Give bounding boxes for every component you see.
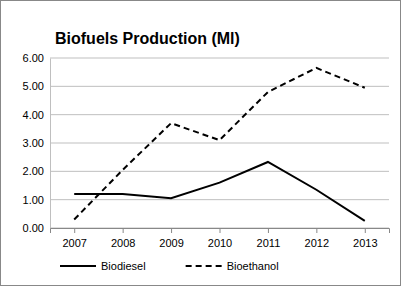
grid-line	[50, 143, 389, 144]
y-tick-label: 5.00	[23, 80, 44, 92]
legend-item: Biodiesel	[60, 260, 146, 272]
x-tick: 2011	[257, 228, 281, 249]
x-tick-mark	[365, 228, 366, 233]
y-tick: 4.00	[23, 109, 50, 121]
y-tick: 5.00	[23, 80, 50, 92]
x-tick-mark	[123, 228, 124, 233]
legend-swatch	[186, 265, 222, 267]
y-axis: 0.00 1.00 2.00 3.00 4.00 5.00 6.00	[23, 52, 51, 234]
legend-swatch	[60, 265, 96, 267]
x-tick-label: 2008	[111, 237, 135, 249]
x-tick-label: 2013	[353, 237, 377, 249]
y-tick: 0.00	[23, 222, 50, 234]
y-tick: 3.00	[23, 137, 50, 149]
x-tick-label: 2009	[159, 237, 183, 249]
x-tick-label: 2007	[62, 237, 86, 249]
x-tick-mark	[220, 228, 221, 233]
y-tick: 1.00	[23, 194, 50, 206]
y-axis-line	[50, 59, 51, 229]
x-tick-label: 2011	[257, 237, 281, 249]
x-tick-mark	[268, 228, 269, 233]
y-tick-label: 6.00	[23, 52, 44, 64]
series-group	[74, 68, 365, 221]
series-line	[74, 162, 365, 221]
y-tick: 2.00	[23, 165, 50, 177]
x-axis-line	[51, 229, 390, 234]
y-tick-label: 4.00	[23, 109, 44, 121]
y-tick: 6.00	[23, 52, 50, 64]
x-tick-mark	[171, 228, 172, 233]
x-tick-mark	[74, 228, 75, 233]
series-line	[74, 68, 365, 220]
x-tick: 2012	[305, 228, 329, 249]
grid-line	[50, 58, 389, 59]
legend-label: Biodiesel	[101, 260, 146, 272]
x-tick: 2009	[159, 228, 183, 249]
x-tick: 2007	[62, 228, 86, 249]
y-tick-label: 1.00	[23, 194, 44, 206]
legend-label: Bioethanol	[227, 260, 279, 272]
grid	[50, 58, 389, 228]
y-tick-label: 3.00	[23, 137, 44, 149]
x-tick: 2008	[111, 228, 135, 249]
title: Biofuels Production (Ml)	[55, 30, 240, 47]
x-tick-label: 2010	[208, 237, 232, 249]
chart: Biofuels Production (Ml) 0.00 1.00 2.00 3.00…	[0, 0, 401, 286]
y-tick-label: 2.00	[23, 165, 44, 177]
x-tick: 2013	[353, 228, 377, 249]
x-axis: 2007 2008 2009 2010 2011 2012 2013	[51, 228, 390, 249]
legend: Biodiesel Bioethanol	[60, 260, 279, 272]
grid-line	[50, 114, 389, 115]
grid-line	[50, 171, 389, 172]
x-tick: 2010	[208, 228, 232, 249]
chart-frame	[1, 1, 401, 286]
x-tick-label: 2012	[305, 237, 329, 249]
y-tick-label: 0.00	[23, 222, 44, 234]
legend-item: Bioethanol	[186, 260, 279, 272]
plot: 0.00 1.00 2.00 3.00 4.00 5.00 6.00 2007 2008 2009…	[23, 52, 390, 249]
grid-line	[50, 199, 389, 200]
grid-line	[50, 86, 389, 87]
x-tick-mark	[316, 228, 317, 233]
